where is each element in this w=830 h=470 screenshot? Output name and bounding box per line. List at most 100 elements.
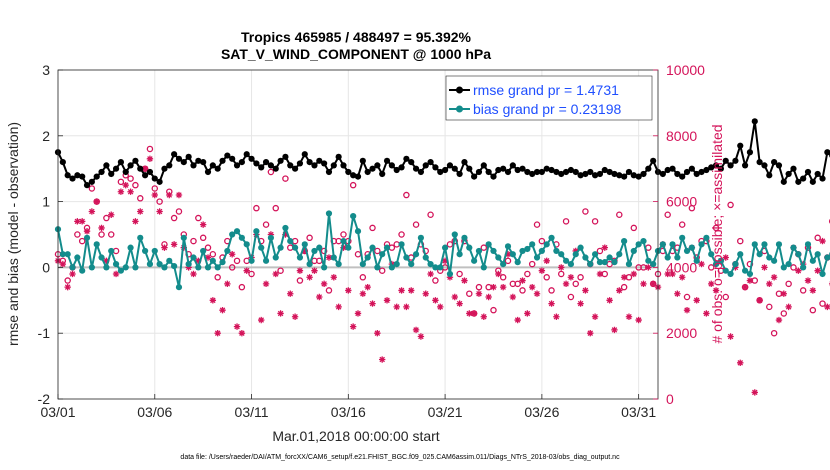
rmse-point xyxy=(824,149,830,156)
bias-point xyxy=(567,261,575,268)
bias-point xyxy=(587,261,594,268)
obs-assimilated-point xyxy=(514,316,521,324)
bias-point xyxy=(683,247,691,255)
obs-assimilated-point xyxy=(156,208,163,215)
obs-assimilated-point xyxy=(117,188,125,195)
rmse-point xyxy=(137,165,144,172)
rmse-point xyxy=(746,149,754,156)
obs-assimilated-point xyxy=(708,280,715,288)
bias-point xyxy=(393,261,400,268)
rmse-point xyxy=(461,159,468,166)
obs-possible-point xyxy=(712,224,720,232)
x-axis-ticks: 03/01 03/06 03/11 03/16 03/21 03/26 03/31 xyxy=(40,394,656,420)
bias-point xyxy=(277,244,284,251)
obs-assimilated-point xyxy=(122,181,129,189)
rmse-point xyxy=(553,168,560,176)
bias-point xyxy=(432,264,439,271)
bias-point xyxy=(209,257,216,264)
rmse-point xyxy=(606,168,613,176)
bias-point xyxy=(330,254,337,261)
bias-point xyxy=(625,261,633,268)
bias-point xyxy=(727,270,734,278)
obs-assimilated-point xyxy=(137,208,144,215)
obs-possible-point xyxy=(117,178,125,186)
y-right-tick-label: 8000 xyxy=(666,128,697,144)
bias-point xyxy=(354,228,362,235)
bias-point xyxy=(529,241,536,248)
obs-possible-point xyxy=(814,234,821,242)
bias-point xyxy=(224,247,231,255)
bias-point xyxy=(83,234,91,241)
bias-point xyxy=(345,244,352,251)
obs-assimilated-point xyxy=(596,270,604,278)
obs-assimilated-point xyxy=(620,274,628,281)
obs-assimilated-point xyxy=(761,264,768,271)
bias-point xyxy=(761,241,768,248)
obs-assimilated-point xyxy=(383,297,391,304)
rmse-point xyxy=(441,166,449,174)
rmse-point xyxy=(775,162,783,169)
x-tick-label: 03/16 xyxy=(331,404,366,420)
rmse-point xyxy=(596,170,604,178)
obs-possible-point xyxy=(688,204,696,212)
obs-possible-point xyxy=(170,214,178,222)
rmse-point xyxy=(108,170,115,178)
obs-assimilated-point xyxy=(432,297,439,304)
bias-point xyxy=(621,237,628,245)
obs-possible-point xyxy=(799,287,807,294)
rmse-point xyxy=(780,178,787,185)
obs-assimilated-point xyxy=(625,313,633,320)
obs-possible-point xyxy=(548,287,555,294)
obs-assimilated-point xyxy=(272,270,279,278)
obs-assimilated-point xyxy=(170,241,178,248)
bias-point xyxy=(751,241,758,248)
bias-point xyxy=(398,241,405,248)
bias-point xyxy=(238,234,245,241)
rmse-point xyxy=(287,162,294,169)
rmse-point xyxy=(350,172,357,179)
y-left-tick-label: -2 xyxy=(38,391,51,407)
obs-possible-point xyxy=(630,224,638,232)
obs-assimilated-point xyxy=(722,254,729,261)
bias-point xyxy=(471,257,478,264)
rmse-point xyxy=(529,170,536,178)
bias-point xyxy=(122,264,129,271)
obs-possible-point xyxy=(137,195,144,202)
rmse-point xyxy=(761,162,768,169)
data-file-footer: data file: /Users/raeder/DAI/ATM_forcXX/… xyxy=(180,454,620,461)
rmse-point xyxy=(635,173,642,180)
obs-assimilated-point xyxy=(582,287,589,294)
rmse-point xyxy=(340,162,347,169)
y-left-tick-label: -1 xyxy=(38,325,51,341)
obs-assimilated-point xyxy=(267,231,275,238)
obs-possible-point xyxy=(499,274,507,281)
bias-point xyxy=(151,247,158,255)
rmse-point xyxy=(500,165,507,172)
obs-assimilated-point xyxy=(746,277,754,284)
rmse-point xyxy=(703,166,710,174)
y-right-tick-label: 0 xyxy=(666,391,674,407)
rmse-point xyxy=(408,159,415,166)
y-right-tick-label: 4000 xyxy=(666,259,697,275)
obs-possible-point xyxy=(175,208,183,215)
obs-possible-point xyxy=(446,241,454,248)
obs-assimilated-point xyxy=(558,264,565,271)
rmse-point xyxy=(112,165,120,172)
obs-assimilated-point xyxy=(204,254,212,261)
obs-possible-point xyxy=(248,270,255,278)
bias-point xyxy=(350,212,357,220)
obs-possible-point xyxy=(557,270,565,278)
bias-point xyxy=(582,254,589,261)
obs-possible-point xyxy=(156,198,163,205)
bias-point xyxy=(369,244,376,251)
chart-title: Tropics 465985 / 488497 = 95.392% xyxy=(241,29,472,45)
obs-assimilated-point xyxy=(335,303,342,311)
obs-assimilated-point xyxy=(369,300,376,307)
rmse-point xyxy=(306,159,313,166)
obs-assimilated-point xyxy=(403,303,410,311)
rmse-point xyxy=(277,157,284,164)
bias-point xyxy=(437,264,444,271)
obs-assimilated-point xyxy=(693,297,700,304)
obs-assimilated-point xyxy=(74,218,81,225)
